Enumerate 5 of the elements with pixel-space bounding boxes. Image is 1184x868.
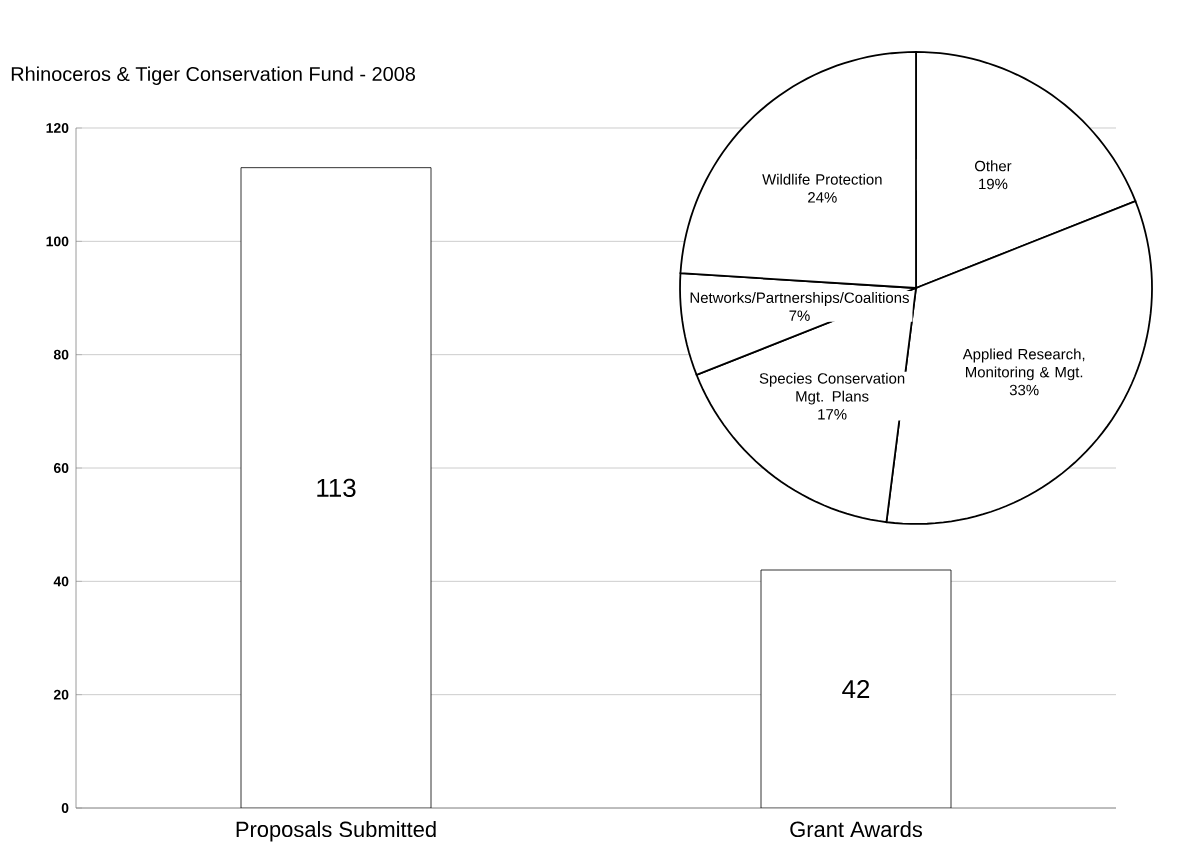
data-label: 113: [317, 478, 356, 497]
x-tick-label: Proposals Submitted: [236, 821, 436, 842]
x-tick-label: Grant Awards: [790, 821, 922, 838]
chart-title: Rhinoceros & Tiger Conservation Fund - 2008: [11, 66, 416, 85]
data-label: 42: [842, 679, 870, 699]
